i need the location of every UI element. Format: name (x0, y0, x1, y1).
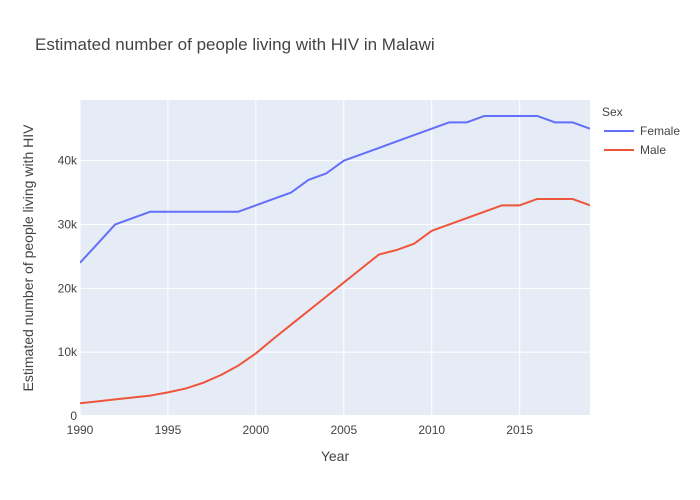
x-tick-label: 1990 (67, 423, 94, 437)
y-axis-title: Estimated number of people living with H… (20, 124, 36, 392)
y-tick-label: 40k (58, 154, 78, 168)
y-tick-labels: 0 10k 20k 30k 40k (58, 154, 78, 423)
y-tick-label: 0 (70, 409, 77, 423)
x-axis-title: Year (321, 448, 350, 464)
legend-item-male[interactable]: Male (604, 143, 666, 157)
y-tick-label: 30k (58, 217, 78, 231)
x-tick-label: 1995 (155, 423, 182, 437)
y-tick-label: 20k (58, 281, 78, 295)
series-line-female (80, 114, 590, 264)
x-tick-labels: 1990 1995 2000 2005 2010 2015 (67, 423, 534, 437)
x-tick-label: 2005 (330, 423, 357, 437)
legend-label: Female (640, 124, 680, 138)
x-tick-label: 2015 (506, 423, 533, 437)
y-tick-label: 10k (58, 345, 78, 359)
legend-label: Male (640, 143, 666, 157)
x-gridlines (79, 100, 521, 416)
chart-title: Estimated number of people living with H… (35, 35, 435, 54)
x-tick-label: 2000 (243, 423, 270, 437)
plot-area (80, 100, 590, 416)
x-tick-label: 2010 (418, 423, 445, 437)
legend[interactable]: Sex Female Male (602, 105, 680, 157)
legend-item-female[interactable]: Female (604, 124, 680, 138)
series-line-male (80, 197, 590, 405)
series-lines (80, 114, 590, 405)
legend-title: Sex (602, 105, 623, 119)
